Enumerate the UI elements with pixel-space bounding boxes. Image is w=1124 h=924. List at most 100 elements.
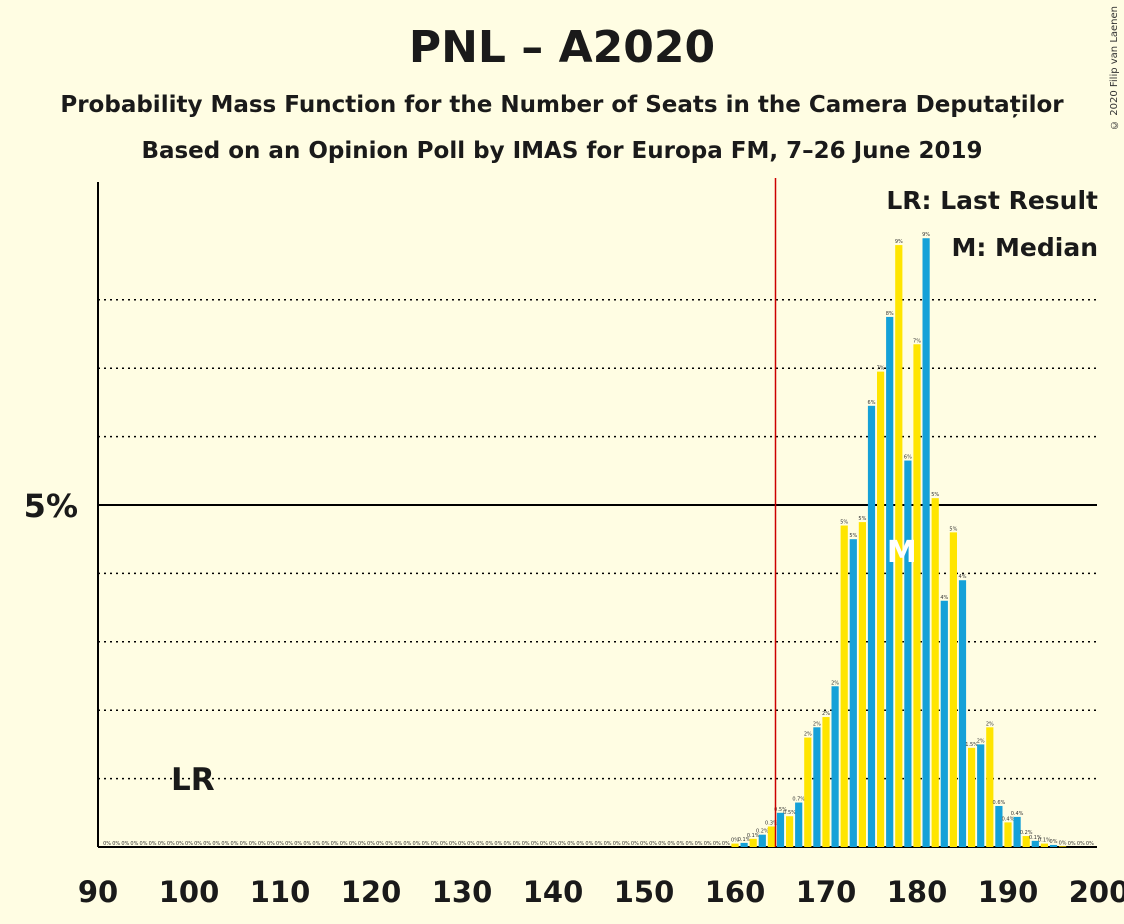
bar-value-label: 0.5% — [783, 810, 796, 816]
bar-value-label: 9% — [895, 239, 903, 245]
bar-value-label: 0% — [467, 841, 475, 847]
x-tick-label: 150 — [614, 875, 675, 909]
bar-seat-190 — [1004, 822, 1012, 847]
last-result-label: LR — [171, 762, 215, 798]
bar-value-label: 0% — [686, 841, 694, 847]
bar-value-label: 5% — [858, 516, 866, 522]
bar-value-label: 0.1% — [738, 837, 751, 843]
bar-value-label: 0% — [276, 841, 284, 847]
chart-title: PNL – A2020 — [408, 22, 716, 73]
bar-seat-162 — [749, 838, 757, 847]
bar-value-label: 0% — [294, 841, 302, 847]
bar-value-label: 0.5% — [774, 807, 787, 813]
bar-value-label: 2% — [804, 732, 812, 738]
bar-value-label: 0% — [622, 841, 630, 847]
bar-value-label: 0% — [449, 841, 457, 847]
bar-value-label: 0% — [130, 841, 138, 847]
bar-value-label: 0% — [640, 841, 648, 847]
bar-value-label: 2% — [977, 738, 985, 744]
bar-seat-182 — [931, 498, 939, 847]
bar-value-label: 0% — [631, 841, 639, 847]
bar-seat-187 — [977, 744, 985, 847]
bar-value-label: 2% — [813, 721, 821, 727]
bar-value-label: 0% — [1059, 840, 1067, 846]
bar-value-label: 6% — [868, 400, 876, 406]
bar-value-label: 0% — [267, 841, 275, 847]
bar-value-label: 0% — [595, 841, 603, 847]
bar-seat-165 — [776, 812, 785, 847]
bar-value-label: 0% — [221, 841, 229, 847]
bar-seat-194 — [1040, 843, 1048, 847]
bar-seat-175 — [867, 405, 876, 847]
bar-value-label: 0% — [385, 841, 393, 847]
bar-value-label: 0% — [249, 841, 257, 847]
bar-value-label: 0% — [121, 841, 129, 847]
legend-last-result: LR: Last Result — [886, 186, 1098, 215]
bar-value-label: 2% — [822, 711, 830, 717]
chart-subtitle: Probability Mass Function for the Number… — [60, 92, 1064, 118]
bar-value-label: 0% — [1086, 841, 1094, 847]
bar-seat-163 — [758, 834, 766, 847]
bar-value-label: 0.4% — [1011, 811, 1024, 817]
bar-seat-168 — [804, 737, 812, 847]
bar-seat-185 — [958, 580, 967, 847]
bar-value-label: 0.4% — [1002, 816, 1015, 822]
bar-value-label: 0% — [322, 841, 330, 847]
bar-value-label: 0% — [1068, 841, 1076, 847]
bar-value-label: 0% — [513, 841, 521, 847]
bar-value-label: 0% — [349, 841, 357, 847]
bar-value-label: 0% — [185, 841, 193, 847]
bar-value-label: 0% — [649, 841, 657, 847]
bar-value-label: 0% — [676, 841, 684, 847]
bar-value-label: 0% — [231, 841, 239, 847]
bar-value-label: 0% — [722, 841, 730, 847]
bar-value-label: 0.6% — [993, 800, 1006, 806]
bar-seat-173 — [849, 539, 857, 847]
bar-value-label: 0% — [1050, 839, 1058, 845]
bar-seat-167 — [795, 802, 803, 847]
chart-subtitle-source: Based on an Opinion Poll by IMAS for Eur… — [141, 138, 983, 164]
bar-value-label: 0% — [440, 841, 448, 847]
bar-value-label: 0% — [558, 841, 566, 847]
bar-seat-170 — [822, 717, 830, 847]
bar-value-label: 0% — [576, 841, 584, 847]
bar-value-label: 0% — [303, 841, 311, 847]
bar-value-label: 0% — [695, 841, 703, 847]
bar-value-label: 0% — [176, 841, 184, 847]
bar-value-label: 0% — [367, 841, 375, 847]
bar-value-label: 6% — [904, 455, 912, 461]
bar-seat-174 — [858, 522, 866, 847]
bar-value-label: 0% — [1077, 841, 1085, 847]
bar-value-label: 0% — [567, 841, 575, 847]
bar-value-label: 0% — [258, 841, 266, 847]
x-tick-label: 130 — [432, 875, 493, 909]
bar-value-label: 0% — [158, 841, 166, 847]
bar-value-label: 0% — [376, 841, 384, 847]
bar-value-label: 0% — [167, 841, 175, 847]
x-tick-label: 190 — [978, 875, 1039, 909]
bar-value-label: 0% — [194, 841, 202, 847]
bar-value-label: 0% — [704, 841, 712, 847]
bar-value-label: 5% — [840, 520, 848, 526]
bar-value-label: 0% — [312, 841, 320, 847]
bar-value-label: 0% — [203, 841, 211, 847]
bar-value-label: 4% — [959, 574, 967, 580]
bar-value-label: 0% — [413, 841, 421, 847]
bar-seat-178 — [895, 245, 903, 847]
bar-value-label: 0% — [531, 841, 539, 847]
bar-seat-166 — [786, 816, 794, 847]
bar-seat-176 — [877, 371, 885, 847]
bar-value-label: 7% — [877, 366, 885, 372]
bar-seat-192 — [1022, 836, 1030, 847]
bar-value-label: 9% — [922, 232, 930, 238]
bar-value-label: 0% — [540, 841, 548, 847]
bar-seat-169 — [813, 727, 821, 847]
bar-value-label: 0% — [713, 841, 721, 847]
bar-seat-186 — [968, 747, 976, 847]
bar-seat-177 — [886, 316, 894, 847]
x-tick-label: 160 — [705, 875, 766, 909]
bar-seat-161 — [740, 842, 748, 847]
bar-value-label: 0% — [585, 841, 593, 847]
bar-value-label: 0% — [403, 841, 411, 847]
